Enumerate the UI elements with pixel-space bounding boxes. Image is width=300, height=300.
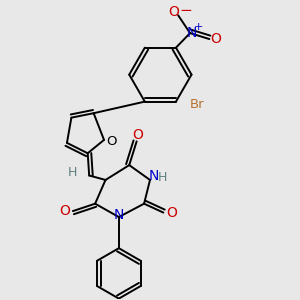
Text: N: N [114,208,124,222]
Text: O: O [166,206,177,220]
Text: H: H [68,166,77,179]
Text: +: + [194,22,204,32]
Text: −: − [179,3,192,18]
Text: N: N [186,26,197,40]
Text: N: N [148,169,159,183]
Text: O: O [168,5,179,19]
Text: H: H [158,171,167,184]
Text: O: O [133,128,144,142]
Text: O: O [210,32,221,46]
Text: Br: Br [189,98,204,111]
Text: O: O [106,135,117,148]
Text: O: O [59,204,70,218]
